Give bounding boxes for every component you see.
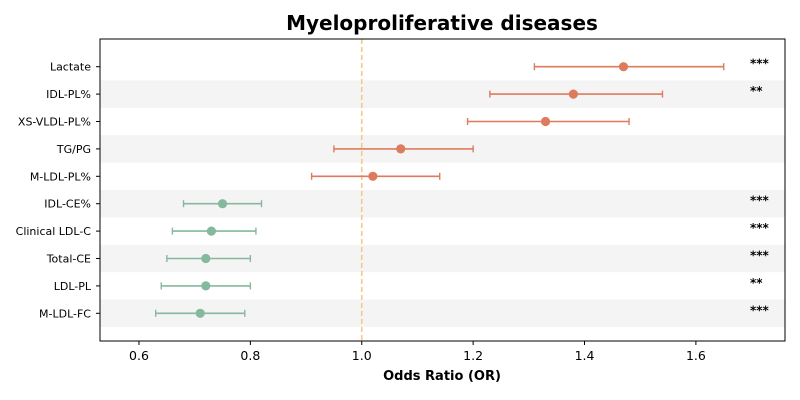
significance-label: *** [750,303,770,317]
point-estimate [618,62,629,72]
point-estimate [201,253,211,264]
plot-frame [99,38,786,342]
point-estimate [195,308,205,318]
x-axis-label: Odds Ratio (OR) [383,369,501,384]
point-estimate [396,144,406,154]
significance-label: *** [750,249,770,263]
point-estimate [368,171,378,181]
point-estimate [201,281,211,291]
chart-title: Myeloproliferative diseases [286,11,598,35]
significance-label: *** [750,57,770,71]
y-tick-label: XS-VLDL-PL% [18,116,91,129]
y-tick-label: Clinical LDL-C [16,225,92,238]
significance-label: *** [750,194,770,208]
point-estimate [568,89,578,99]
x-tick-label: 1.2 [463,348,483,363]
x-tick-label: 1.0 [352,348,372,363]
x-axis: 0.6 0.8 1.0 1.2 1.4 1.6 [129,341,706,363]
y-tick-label: IDL-CE% [44,198,91,211]
y-tick-label: TG/PG [56,143,91,156]
significance-label: ** [750,84,763,98]
x-tick-label: 0.8 [240,348,260,363]
y-tick-label: Total-CE [46,253,91,266]
plot-marks: ******************* [154,57,770,318]
point-estimate [540,116,551,127]
y-tick-label: M-LDL-FC [39,307,91,320]
significance-label: *** [750,221,770,235]
x-tick-label: 1.6 [686,348,706,363]
point-estimate [206,226,216,236]
x-tick-label: 0.6 [129,348,149,363]
y-tick-label: Lactate [50,61,91,74]
x-tick-label: 1.4 [575,348,595,363]
y-tick-label: LDL-PL [54,280,92,293]
point-estimate [217,199,228,209]
y-tick-label: M-LDL-PL% [30,170,91,183]
row-band [100,80,785,108]
significance-label: ** [750,276,763,290]
y-axis: Lactate IDL-PL% XS-VLDL-PL% TG/PG M-LDL-PL% I… [16,61,100,320]
y-tick-label: IDL-PL% [46,88,91,101]
